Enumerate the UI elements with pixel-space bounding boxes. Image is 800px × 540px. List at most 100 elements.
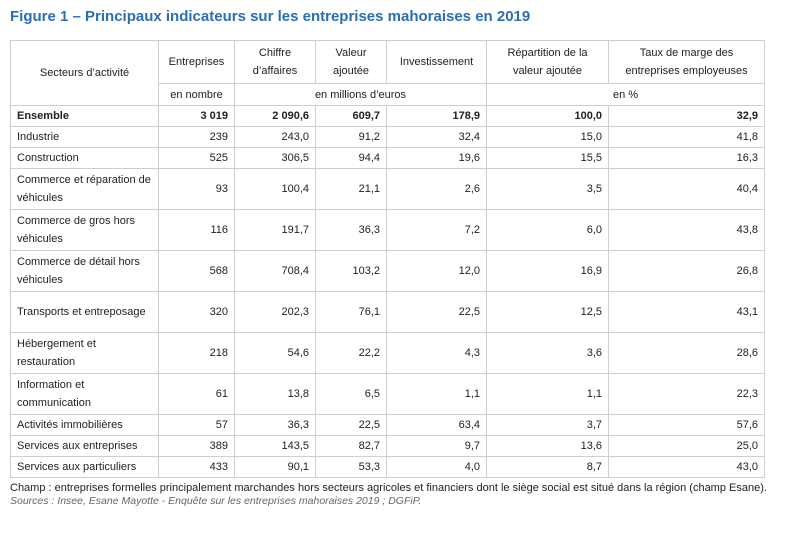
cell-taux: 43,1 [608,291,765,333]
cell-va: 36,3 [315,209,387,251]
cell-taux: 43,8 [608,209,765,251]
cell-ca: 191,7 [234,209,316,251]
cell-va: 53,3 [315,456,387,478]
table-row: Commerce de détail hors véhicules 568 708,… [10,250,765,292]
cell-entreprises: 61 [158,373,235,415]
cell-invest: 4,0 [386,456,487,478]
table-row: Commerce de gros hors véhicules 116 191,7 3… [10,209,765,251]
cell-taux: 22,3 [608,373,765,415]
cell-repart: 3,7 [486,414,609,436]
cell-entreprises: 525 [158,147,235,169]
cell-repart: 15,5 [486,147,609,169]
unit-nombre: en nombre [158,83,235,106]
cell-va: 76,1 [315,291,387,333]
cell-taux: 16,3 [608,147,765,169]
cell-repart: 13,6 [486,435,609,457]
cell-invest: 19,6 [386,147,487,169]
cell-invest: 12,0 [386,250,487,292]
cell-entreprises: 57 [158,414,235,436]
cell-va: 103,2 [315,250,387,292]
cell-va: 609,7 [315,105,387,127]
sector-label: Industrie [10,126,159,148]
sector-label: Services aux particuliers [10,456,159,478]
cell-taux: 41,8 [608,126,765,148]
header-sector: Secteurs d’activité [10,40,159,106]
cell-ca: 54,6 [234,332,316,374]
sector-label: Hébergement et restauration [10,332,159,374]
cell-ca: 708,4 [234,250,316,292]
table-row: Construction 525 306,5 94,4 19,6 15,5 16,3 [10,147,765,169]
source-note: Sources : Insee, Esane Mayotte - Enquête… [10,495,422,507]
sector-label: Transports et entreposage [10,291,159,333]
cell-repart: 3,5 [486,168,609,210]
cell-repart: 1,1 [486,373,609,415]
cell-entreprises: 93 [158,168,235,210]
sector-label: Construction [10,147,159,169]
header-investissement: Investissement [386,40,487,84]
table-row: Commerce et réparation de véhicules 93 100… [10,168,765,210]
header-valeur-ajoutee: Valeur ajoutée [315,40,387,84]
cell-invest: 32,4 [386,126,487,148]
sector-label: Commerce de détail hors véhicules [10,250,159,292]
cell-repart: 8,7 [486,456,609,478]
table-footnotes: Champ : entreprises formelles principale… [10,482,785,508]
cell-invest: 1,1 [386,373,487,415]
cell-invest: 63,4 [386,414,487,436]
cell-entreprises: 3 019 [158,105,235,127]
table-row: Information et communication 61 13,8 6,5 1,1… [10,373,765,415]
cell-repart: 3,6 [486,332,609,374]
header-repartition: Répartition de la valeur ajoutée [486,40,609,84]
cell-repart: 12,5 [486,291,609,333]
cell-ca: 90,1 [234,456,316,478]
cell-ca: 306,5 [234,147,316,169]
header-row: Secteurs d’activité Entreprises Chiffre … [10,40,765,106]
indicators-table: Secteurs d’activité Entreprises Chiffre … [10,40,765,478]
header-chiffre-affaires: Chiffre d’affaires [234,40,316,84]
cell-ca: 36,3 [234,414,316,436]
sector-label: Activités immobilières [10,414,159,436]
cell-va: 22,2 [315,332,387,374]
table-row: Services aux particuliers 433 90,1 53,3 4,0 8… [10,456,765,478]
sector-label: Ensemble [10,105,159,127]
cell-invest: 22,5 [386,291,487,333]
cell-taux: 28,6 [608,332,765,374]
champ-note: Champ : entreprises formelles principale… [10,482,767,494]
ensemble-row: Ensemble 3 019 2 090,6 609,7 178,9 100,0 32,9 [10,105,765,127]
cell-invest: 7,2 [386,209,487,251]
cell-repart: 6,0 [486,209,609,251]
cell-ca: 13,8 [234,373,316,415]
cell-va: 22,5 [315,414,387,436]
cell-va: 21,1 [315,168,387,210]
cell-taux: 32,9 [608,105,765,127]
cell-ca: 202,3 [234,291,316,333]
cell-taux: 57,6 [608,414,765,436]
sector-label: Commerce et réparation de véhicules [10,168,159,210]
cell-ca: 143,5 [234,435,316,457]
cell-entreprises: 116 [158,209,235,251]
cell-entreprises: 320 [158,291,235,333]
cell-ca: 2 090,6 [234,105,316,127]
sector-label: Information et communication [10,373,159,415]
cell-taux: 26,8 [608,250,765,292]
cell-entreprises: 568 [158,250,235,292]
header-entreprises: Entreprises [158,40,235,84]
cell-taux: 43,0 [608,456,765,478]
sector-label: Services aux entreprises [10,435,159,457]
cell-repart: 16,9 [486,250,609,292]
cell-invest: 9,7 [386,435,487,457]
cell-entreprises: 433 [158,456,235,478]
figure-title: Figure 1 – Principaux indicateurs sur le… [10,8,531,25]
cell-repart: 15,0 [486,126,609,148]
cell-ca: 100,4 [234,168,316,210]
cell-va: 82,7 [315,435,387,457]
header-taux-marge: Taux de marge des entreprises employeuse… [608,40,765,84]
cell-entreprises: 239 [158,126,235,148]
cell-entreprises: 389 [158,435,235,457]
cell-taux: 40,4 [608,168,765,210]
table-row: Transports et entreposage 320 202,3 76,1 22,… [10,291,765,333]
unit-pct: en % [486,83,765,106]
cell-ca: 243,0 [234,126,316,148]
sector-label: Commerce de gros hors véhicules [10,209,159,251]
cell-va: 91,2 [315,126,387,148]
table-row: Hébergement et restauration 218 54,6 22,2 4,… [10,332,765,374]
